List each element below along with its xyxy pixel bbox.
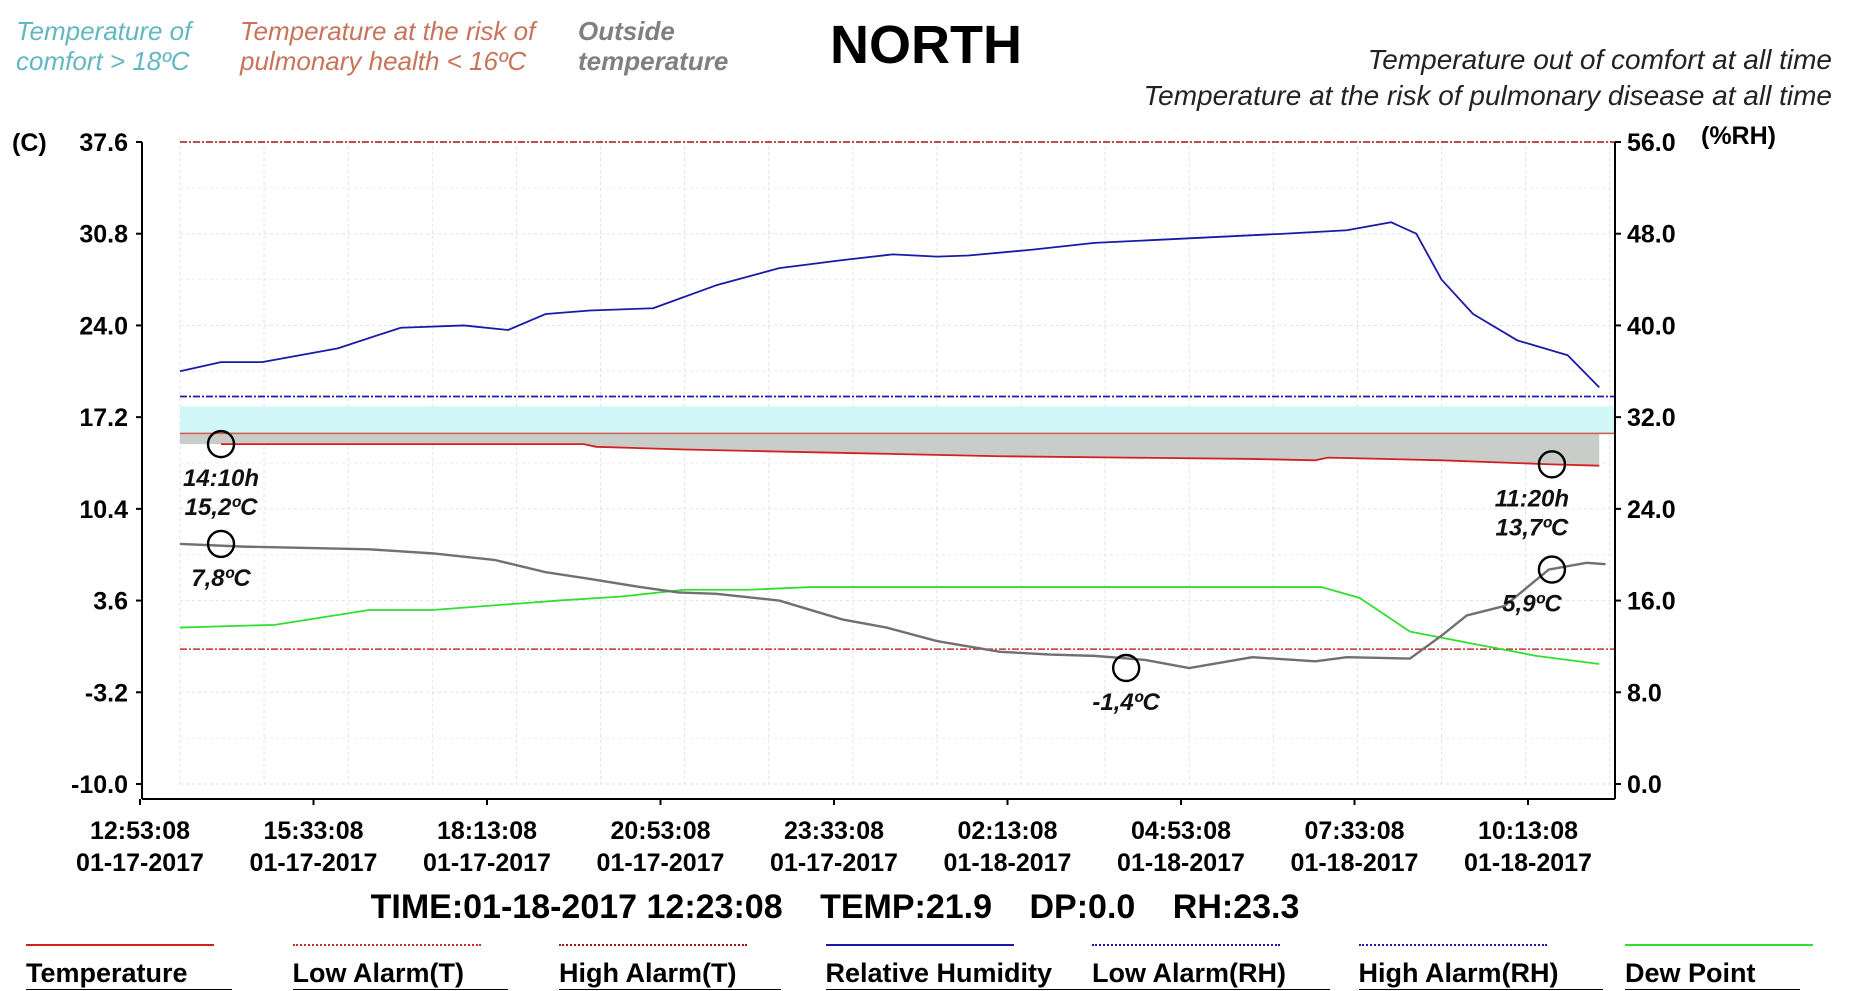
legend-swatch (1358, 944, 1547, 946)
status-time: TIME:01-18-2017 12:23:08 (370, 888, 783, 926)
x-tick-label-time: 15:33:08 (263, 817, 363, 845)
annotation-label-outside-end: 5,9ºC (1502, 591, 1562, 618)
y-left-unit: (C) (12, 129, 47, 157)
x-tick-label-time: 04:53:08 (1131, 817, 1231, 845)
annotation-label-outside-start: 7,8ºC (191, 565, 251, 592)
annotation-label-temperature-start: 15,2ºC (185, 494, 258, 521)
y-right-tick-label: 0.0 (1627, 771, 1662, 799)
annotation-label-temperature-start: 14:10h (183, 465, 259, 492)
annotation-marker-outside-start (206, 529, 236, 559)
legend-swatch (26, 944, 214, 946)
status-rh: RH:23.3 (1172, 888, 1300, 926)
x-tick-label-time: 23:33:08 (784, 817, 884, 845)
chart-title: NORTH (830, 15, 1022, 75)
status-temp: TEMP:21.9 (820, 888, 993, 926)
outside-legend-label: Outside temperature (578, 16, 729, 76)
x-tick-label-date: 01-17-2017 (770, 849, 898, 877)
y-left-tick-label: 30.8 (79, 221, 128, 249)
x-tick-label-time: 10:13:08 (1478, 817, 1578, 845)
legend-label: Low Alarm(T) (292, 958, 508, 990)
legend-label: Low Alarm(RH) (1092, 958, 1330, 990)
legend-label: Relative Humidity (825, 958, 1097, 990)
y-right-tick-label: 56.0 (1627, 129, 1676, 157)
legend-label: High Alarm(RH) (1358, 958, 1603, 990)
x-tick-label-time: 02:13:08 (957, 817, 1057, 845)
comfort-band (180, 406, 1615, 434)
legend-label: Dew Point (1625, 958, 1800, 990)
y-left-tick-label: 3.6 (93, 588, 128, 616)
y-left-tick-label: -3.2 (85, 679, 128, 707)
status-readout: TIME:01-18-2017 12:23:08 TEMP:21.9 DP:0.… (0, 888, 1670, 927)
annotation-marker-outside-min (1111, 653, 1141, 683)
legend-swatch (292, 944, 481, 946)
x-tick-label-time: 20:53:08 (610, 817, 710, 845)
y-right-unit: (%RH) (1701, 122, 1776, 150)
x-tick-label-date: 01-17-2017 (76, 849, 204, 877)
series-outside-temperature (179, 542, 1606, 670)
x-tick-label-time: 12:53:08 (90, 817, 190, 845)
annotation-label-temperature-end: 11:20h (1495, 485, 1569, 512)
series-dew-point (179, 586, 1600, 665)
annotation-label-temperature-end: 13,7ºC (1496, 514, 1569, 541)
legend-label: High Alarm(T) (559, 958, 781, 990)
annotation-marker-temperature-end (1537, 450, 1567, 479)
risk-legend-label: Temperature at the risk of pulmonary hea… (240, 16, 536, 76)
legend-label: Temperature (26, 958, 232, 990)
x-tick-label-time: 07:33:08 (1304, 817, 1404, 845)
y-right-tick-label: 48.0 (1627, 221, 1676, 249)
y-left-tick-label: 17.2 (79, 404, 128, 432)
x-tick-label-date: 01-18-2017 (1464, 849, 1592, 877)
legend-swatch (1625, 944, 1813, 946)
series-relative-humidity (179, 221, 1600, 388)
x-tick-label-date: 01-18-2017 (1117, 849, 1245, 877)
legend-swatch (559, 944, 747, 946)
series-temperature (221, 443, 1600, 467)
x-tick-label-date: 01-17-2017 (250, 849, 378, 877)
status-dp: DP:0.0 (1029, 888, 1136, 926)
note-pulmonary-risk: Temperature at the risk of pulmonary dis… (1143, 80, 1832, 111)
y-right-tick-label: 8.0 (1627, 679, 1662, 707)
note-out-of-comfort: Temperature out of comfort at all time (1367, 44, 1832, 75)
x-tick-label-date: 01-17-2017 (423, 849, 551, 877)
x-tick-label-date: 01-18-2017 (944, 849, 1072, 877)
comfort-legend-label: Temperature of comfort > 18ºC (16, 16, 192, 76)
x-tick-label-date: 01-17-2017 (597, 849, 725, 877)
y-right-tick-label: 32.0 (1627, 404, 1676, 432)
legend-swatch (825, 944, 1014, 946)
legend-swatch (1092, 944, 1280, 946)
y-right-tick-label: 16.0 (1627, 588, 1676, 616)
y-left-tick-label: 37.6 (79, 129, 128, 157)
x-tick-label-date: 01-18-2017 (1291, 849, 1419, 877)
y-left-tick-label: -10.0 (71, 771, 128, 799)
annotation-label-outside-min: -1,4ºC (1092, 689, 1160, 716)
x-tick-label-time: 18:13:08 (437, 817, 537, 845)
annotation-marker-outside-end (1537, 555, 1567, 584)
annotation-marker-temperature-start (206, 429, 236, 459)
y-right-tick-label: 24.0 (1627, 496, 1676, 524)
y-right-tick-label: 40.0 (1627, 312, 1676, 340)
risk-band (180, 433, 1600, 466)
y-left-tick-label: 24.0 (79, 312, 128, 340)
y-left-tick-label: 10.4 (79, 496, 128, 524)
